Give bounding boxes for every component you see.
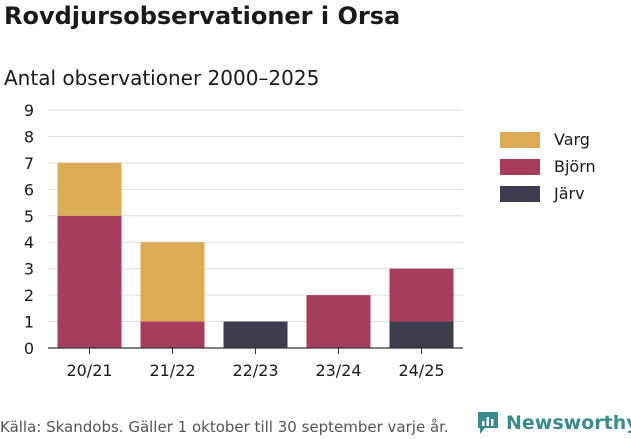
- bar-jarv-22-23: [223, 321, 288, 348]
- y-tick-label: 5: [24, 207, 34, 226]
- x-tick-label: 22/23: [232, 361, 278, 380]
- bar-bjorn-21-22: [140, 321, 205, 348]
- y-tick-label: 7: [24, 154, 34, 173]
- chart-legend: Varg Björn Järv: [500, 126, 596, 207]
- y-tick-label: 6: [24, 180, 34, 199]
- legend-label-jarv: Järv: [554, 184, 585, 203]
- x-tick-label: 24/25: [398, 361, 444, 380]
- bar-chart: 0 1 2 3 4 5 6 7 8 9 20/21 21/22 22/23 23/24 24/25: [24, 101, 463, 380]
- bar-bjorn-20-21: [57, 215, 122, 348]
- newsworthy-brand[interactable]: Newsworthy: [476, 410, 631, 436]
- newsworthy-brand-name: Newsworthy: [506, 412, 631, 434]
- chart-subtitle: Antal observationer 2000–2025: [4, 66, 320, 90]
- legend-swatch-jarv: [500, 185, 540, 202]
- y-tick-label: 4: [24, 233, 34, 252]
- legend-item-varg: Varg: [500, 126, 596, 153]
- y-tick-label: 3: [24, 260, 34, 279]
- x-tick-label: 21/22: [149, 361, 195, 380]
- legend-swatch-bjorn: [500, 158, 540, 175]
- y-tick-label: 9: [24, 101, 34, 120]
- x-tick-label: 20/21: [66, 361, 112, 380]
- bar-bjorn-24-25: [389, 268, 454, 322]
- y-tick-label: 0: [24, 339, 34, 358]
- bar-jarv-24-25: [389, 321, 454, 348]
- y-tick-label: 2: [24, 286, 34, 305]
- bar-varg-20-21: [57, 162, 122, 216]
- legend-swatch-varg: [500, 131, 540, 148]
- y-tick-label: 1: [24, 313, 34, 332]
- bar-bjorn-23-24: [306, 295, 371, 348]
- legend-item-bjorn: Björn: [500, 153, 596, 180]
- y-tick-label: 8: [24, 127, 34, 146]
- legend-label-bjorn: Björn: [554, 157, 596, 176]
- source-note: Källa: Skandobs. Gäller 1 oktober till 3…: [0, 418, 449, 436]
- chart-title: Rovdjursobservationer i Orsa: [4, 2, 401, 30]
- newsworthy-logo-icon: [478, 412, 498, 434]
- legend-item-jarv: Järv: [500, 180, 596, 207]
- legend-label-varg: Varg: [554, 130, 590, 149]
- x-tick-label: 23/24: [315, 361, 361, 380]
- bar-varg-21-22: [140, 242, 205, 322]
